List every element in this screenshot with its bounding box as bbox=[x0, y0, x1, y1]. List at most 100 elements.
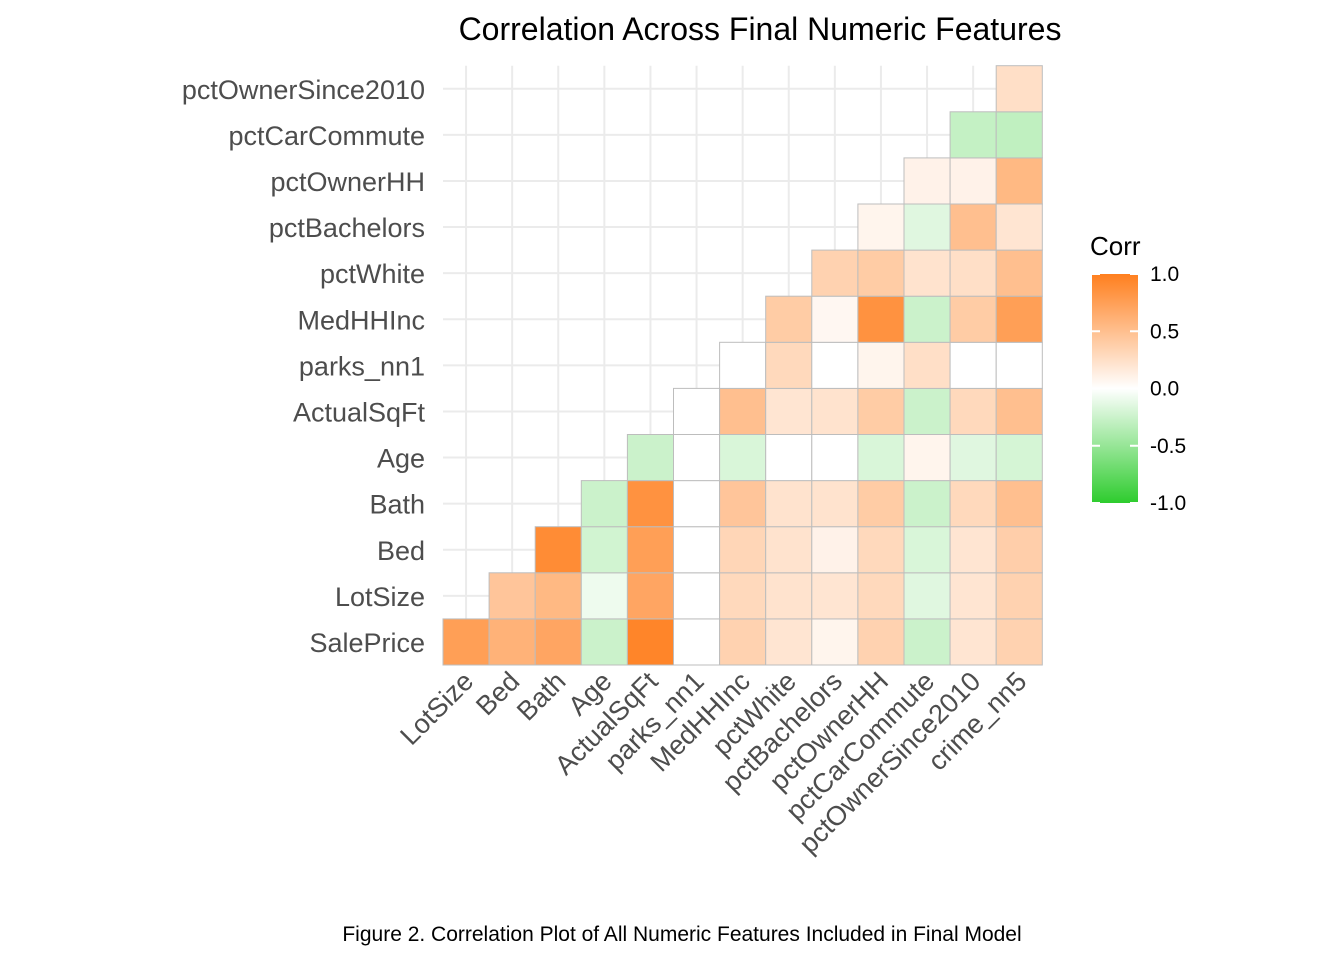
heatmap-cell bbox=[765, 480, 813, 528]
heatmap-cell bbox=[995, 341, 1043, 389]
legend-tick-label: -0.5 bbox=[1150, 435, 1186, 458]
x-tick-label: Bath bbox=[511, 666, 571, 726]
heatmap-cell bbox=[949, 618, 997, 666]
heatmap-cell bbox=[949, 111, 997, 159]
heatmap-cell bbox=[949, 249, 997, 297]
heatmap-cell bbox=[857, 618, 905, 666]
heatmap-cell bbox=[857, 203, 905, 251]
y-tick-label: SalePrice bbox=[309, 628, 425, 658]
x-axis-ticks: LotSizeBedBathAgeActualSqFtparks_nn1MedH… bbox=[394, 666, 1032, 860]
heatmap-cell bbox=[995, 572, 1043, 620]
y-tick-label: pctBachelors bbox=[269, 213, 425, 243]
heatmap-cell bbox=[949, 526, 997, 574]
heatmap-cell bbox=[765, 295, 813, 343]
heatmap-cell bbox=[903, 341, 951, 389]
heatmap-cell bbox=[995, 526, 1043, 574]
heatmap-cell bbox=[949, 157, 997, 205]
heatmap-cell bbox=[949, 295, 997, 343]
heatmap-cell bbox=[580, 526, 628, 574]
heatmap-cell bbox=[719, 387, 767, 435]
heatmap-cell bbox=[534, 526, 582, 574]
heatmap-cell bbox=[903, 249, 951, 297]
y-tick-label: pctWhite bbox=[320, 259, 425, 289]
heatmap-cell bbox=[626, 618, 675, 666]
heatmap-cell bbox=[719, 434, 767, 482]
heatmap-cell bbox=[673, 526, 721, 574]
heatmap-cell bbox=[719, 341, 767, 389]
heatmap-cell bbox=[580, 618, 628, 666]
heatmap-cell bbox=[949, 572, 997, 620]
legend-title: Corr bbox=[1090, 231, 1141, 261]
heatmap-cell bbox=[719, 572, 767, 620]
heatmap-cells bbox=[442, 65, 1043, 666]
heatmap-cell bbox=[995, 111, 1043, 159]
legend-tick-label: 0.0 bbox=[1150, 378, 1179, 401]
heatmap-cell bbox=[626, 480, 675, 528]
heatmap-cell bbox=[811, 572, 859, 620]
legend-ticks: 1.0 0.5 0.0 -0.5 -1.0 bbox=[1092, 263, 1186, 515]
y-tick-label: Bed bbox=[377, 536, 425, 566]
heatmap-cell bbox=[626, 526, 675, 574]
heatmap-cell bbox=[488, 572, 536, 620]
heatmap-cell bbox=[488, 618, 536, 666]
heatmap-cell bbox=[903, 295, 951, 343]
heatmap-cell bbox=[995, 65, 1043, 113]
heatmap-cell bbox=[995, 249, 1043, 297]
legend: Corr 1.0 0.5 0.0 -0.5 -1.0 bbox=[1090, 231, 1186, 515]
heatmap-cell bbox=[719, 526, 767, 574]
heatmap-cell bbox=[811, 387, 859, 435]
heatmap-cell bbox=[673, 434, 721, 482]
heatmap-cell bbox=[949, 341, 997, 389]
y-tick-label: parks_nn1 bbox=[299, 351, 425, 381]
heatmap-cell bbox=[811, 341, 859, 389]
y-tick-label: Age bbox=[377, 444, 425, 474]
heatmap-cell bbox=[811, 295, 859, 343]
heatmap-cell bbox=[765, 618, 813, 666]
heatmap-cell bbox=[626, 434, 675, 482]
heatmap-cell bbox=[765, 526, 813, 574]
heatmap-cell bbox=[903, 203, 951, 251]
heatmap-cell bbox=[995, 387, 1043, 435]
heatmap-cell bbox=[949, 203, 997, 251]
legend-tick-label: 1.0 bbox=[1150, 263, 1179, 286]
heatmap-cell bbox=[626, 572, 675, 620]
heatmap-cell bbox=[903, 480, 951, 528]
heatmap-cell bbox=[995, 480, 1043, 528]
heatmap-cell bbox=[857, 434, 905, 482]
heatmap-cell bbox=[580, 572, 628, 620]
heatmap-cell bbox=[811, 434, 859, 482]
y-tick-label: pctOwnerHH bbox=[270, 167, 425, 197]
y-tick-label: Bath bbox=[369, 490, 425, 520]
heatmap-cell bbox=[903, 572, 951, 620]
y-tick-label: pctOwnerSince2010 bbox=[182, 75, 425, 105]
heatmap-cell bbox=[949, 387, 997, 435]
heatmap-cell bbox=[995, 203, 1043, 251]
heatmap-cell bbox=[811, 618, 859, 666]
heatmap-cell bbox=[903, 157, 951, 205]
heatmap-cell bbox=[765, 572, 813, 620]
heatmap-cell bbox=[765, 387, 813, 435]
heatmap-cell bbox=[949, 434, 997, 482]
y-tick-label: pctCarCommute bbox=[228, 121, 425, 151]
heatmap-cell bbox=[765, 434, 813, 482]
heatmap-cell bbox=[995, 618, 1043, 666]
heatmap-cell bbox=[857, 480, 905, 528]
x-tick-label: Bed bbox=[470, 666, 525, 721]
y-axis-ticks: SalePrice LotSize Bed Bath Age ActualSqFt park… bbox=[182, 75, 426, 658]
heatmap-cell bbox=[811, 480, 859, 528]
heatmap-cell bbox=[534, 618, 582, 666]
legend-tick-label: 0.5 bbox=[1150, 320, 1179, 343]
heatmap-cell bbox=[673, 387, 721, 435]
figure-caption: Figure 2. Correlation Plot of All Numeri… bbox=[342, 923, 1021, 946]
heatmap-cell bbox=[719, 618, 767, 666]
y-tick-label: MedHHInc bbox=[297, 305, 425, 335]
heatmap-cell bbox=[857, 526, 905, 574]
y-tick-label: ActualSqFt bbox=[293, 397, 426, 427]
heatmap-cell bbox=[442, 618, 490, 666]
heatmap-cell bbox=[995, 295, 1043, 343]
chart-title: Correlation Across Final Numeric Feature… bbox=[459, 11, 1062, 47]
heatmap-cell bbox=[995, 157, 1043, 205]
heatmap-cell bbox=[765, 341, 813, 389]
x-tick-label: LotSize bbox=[394, 666, 479, 751]
